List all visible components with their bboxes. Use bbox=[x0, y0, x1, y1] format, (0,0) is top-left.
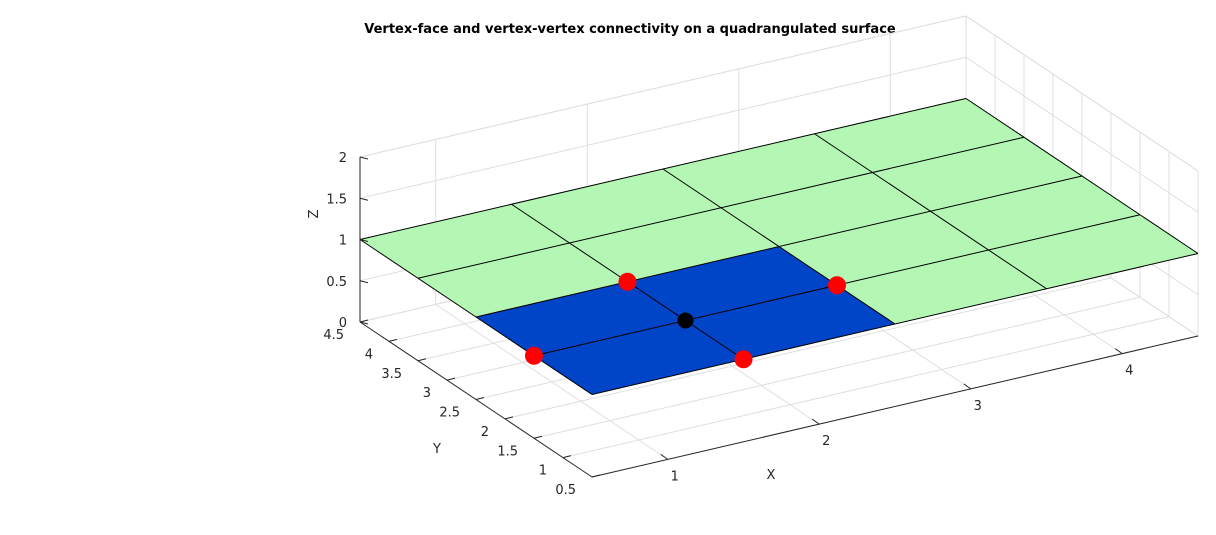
y-tick-mark bbox=[533, 435, 543, 439]
z-tick-label: 1 bbox=[339, 234, 347, 249]
side-grid-z bbox=[965, 56, 1199, 213]
surface-face bbox=[837, 250, 1047, 324]
z-axis-label: Z bbox=[307, 209, 322, 218]
y-tick-label: 2 bbox=[481, 425, 489, 440]
y-tick-mark bbox=[562, 455, 572, 459]
x-tick-label: 4 bbox=[1125, 364, 1133, 379]
z-tick-label: 0 bbox=[339, 316, 347, 331]
tick-layer: 1 2 3 4 0.5 1 1.5 2 2.5 3 3.5 4 4.50 0.5 1 1.5 2 bbox=[323, 151, 1133, 498]
surface-face bbox=[418, 243, 628, 317]
marker-layer bbox=[525, 272, 846, 369]
box-edge bbox=[359, 15, 967, 158]
y-tick-label: 2.5 bbox=[439, 406, 460, 421]
y-tick-label: 1.5 bbox=[497, 444, 518, 459]
neighbor-vertex-marker bbox=[734, 350, 753, 369]
mesh-edge bbox=[591, 253, 1199, 395]
y-tick-mark bbox=[446, 377, 456, 381]
x-tick-mark bbox=[811, 418, 820, 425]
surface-face bbox=[721, 172, 931, 247]
x-tick-mark bbox=[660, 453, 669, 460]
y-tick-label: 3 bbox=[423, 386, 431, 401]
z-tick-label: 0.5 bbox=[326, 275, 347, 290]
y-tick-mark bbox=[417, 358, 427, 362]
x-tick-mark bbox=[1114, 348, 1123, 355]
surface-face bbox=[872, 137, 1082, 212]
z-tick-label: 1.5 bbox=[326, 192, 347, 207]
highlighted-face bbox=[476, 281, 686, 356]
chart-title: Vertex-face and vertex-vertex connectivi… bbox=[364, 22, 896, 37]
back-grid-z bbox=[359, 56, 967, 199]
x-tick-label: 3 bbox=[974, 399, 982, 414]
y-tick-label: 0.5 bbox=[555, 483, 576, 498]
box-edge bbox=[965, 15, 1199, 172]
x-axis-label: X bbox=[767, 468, 776, 483]
z-tick-label: 2 bbox=[339, 151, 347, 166]
surface-face bbox=[988, 214, 1198, 289]
surface-face bbox=[930, 176, 1140, 250]
x-tick-label: 2 bbox=[822, 434, 830, 449]
mesh-edge bbox=[417, 136, 1025, 279]
y-tick-label: 1 bbox=[539, 464, 547, 479]
x-axis-line bbox=[591, 335, 1199, 478]
highlight-layer bbox=[476, 246, 895, 395]
surface-face bbox=[663, 133, 873, 208]
surface-face bbox=[814, 98, 1024, 173]
z-tick-mark bbox=[359, 197, 369, 201]
floor-grid-y bbox=[562, 316, 1170, 459]
z-tick-mark bbox=[359, 280, 369, 284]
floor-grid-y bbox=[504, 277, 1112, 420]
z-tick-mark bbox=[359, 321, 369, 325]
y-tick-mark bbox=[504, 416, 514, 420]
highlighted-face bbox=[685, 285, 895, 360]
y-tick-mark bbox=[591, 474, 601, 478]
highlighted-face bbox=[534, 320, 744, 395]
surface-face bbox=[569, 207, 779, 282]
neighbor-vertex-marker bbox=[525, 346, 543, 365]
highlighted-face bbox=[627, 246, 837, 321]
surface-face bbox=[360, 204, 570, 279]
x-tick-mark bbox=[963, 383, 972, 390]
y-tick-mark bbox=[359, 319, 369, 323]
edge-layer bbox=[359, 98, 1199, 395]
surface-face bbox=[779, 211, 989, 286]
y-tick-label: 3.5 bbox=[381, 367, 402, 382]
z-tick-mark bbox=[359, 239, 369, 242]
neighbor-vertex-marker bbox=[828, 276, 846, 295]
mesh-edge bbox=[359, 98, 967, 240]
center-vertex-marker bbox=[677, 312, 694, 329]
surface-face bbox=[511, 169, 721, 243]
y-axis-label: Y bbox=[432, 442, 441, 457]
x-tick-label: 1 bbox=[671, 469, 679, 484]
y-tick-label: 4.5 bbox=[323, 328, 344, 343]
y-tick-mark bbox=[475, 397, 485, 400]
y-tick-label: 4 bbox=[365, 347, 373, 362]
floor-grid-y bbox=[533, 296, 1141, 439]
neighbor-vertex-marker bbox=[618, 272, 637, 291]
y-tick-mark bbox=[388, 338, 398, 342]
mesh-edge bbox=[475, 175, 1083, 318]
z-tick-mark bbox=[359, 156, 369, 160]
